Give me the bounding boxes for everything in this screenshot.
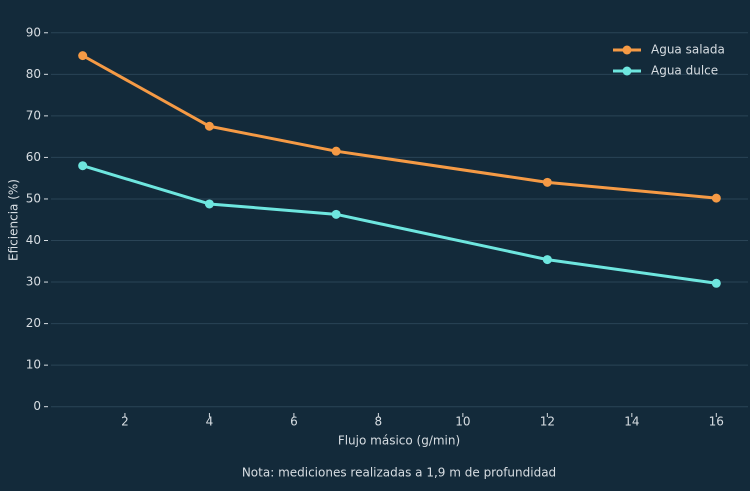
data-point: [331, 146, 341, 156]
data-point: [331, 209, 341, 219]
data-point: [204, 199, 214, 209]
legend-label: Agua dulce: [651, 64, 718, 78]
y-tick-label: 40: [26, 233, 41, 247]
y-tick-label: 0: [33, 399, 41, 413]
data-point: [78, 51, 88, 61]
y-tick-label: 30: [26, 275, 41, 289]
data-point: [711, 193, 721, 203]
data-point: [542, 177, 552, 187]
y-tick-label: 90: [26, 25, 41, 39]
legend-label: Agua salada: [651, 43, 725, 57]
y-axis-label: Eficiencia (%): [7, 179, 21, 261]
annotation: Nota: mediciones realizadas a 1,9 m de p…: [242, 466, 556, 480]
x-tick-label: 12: [540, 415, 555, 429]
x-tick-label: 14: [624, 415, 639, 429]
y-tick-label: 50: [26, 191, 41, 205]
x-tick-label: 16: [709, 415, 724, 429]
y-tick-label: 60: [26, 150, 41, 164]
x-axis-label: Flujo másico (g/min): [338, 434, 460, 448]
x-tick-label: 10: [455, 415, 470, 429]
x-tick-label: 4: [206, 415, 214, 429]
x-tick-label: 8: [375, 415, 383, 429]
data-point: [204, 121, 214, 131]
x-tick-label: 6: [290, 415, 298, 429]
y-tick-label: 10: [26, 358, 41, 372]
data-point: [711, 278, 721, 288]
data-point: [78, 161, 88, 171]
y-tick-label: 20: [26, 316, 41, 330]
legend-marker: [622, 45, 632, 55]
legend-marker: [622, 66, 632, 76]
y-tick-label: 80: [26, 67, 41, 81]
y-tick-label: 70: [26, 108, 41, 122]
data-point: [542, 255, 552, 265]
x-tick-label: 2: [121, 415, 129, 429]
